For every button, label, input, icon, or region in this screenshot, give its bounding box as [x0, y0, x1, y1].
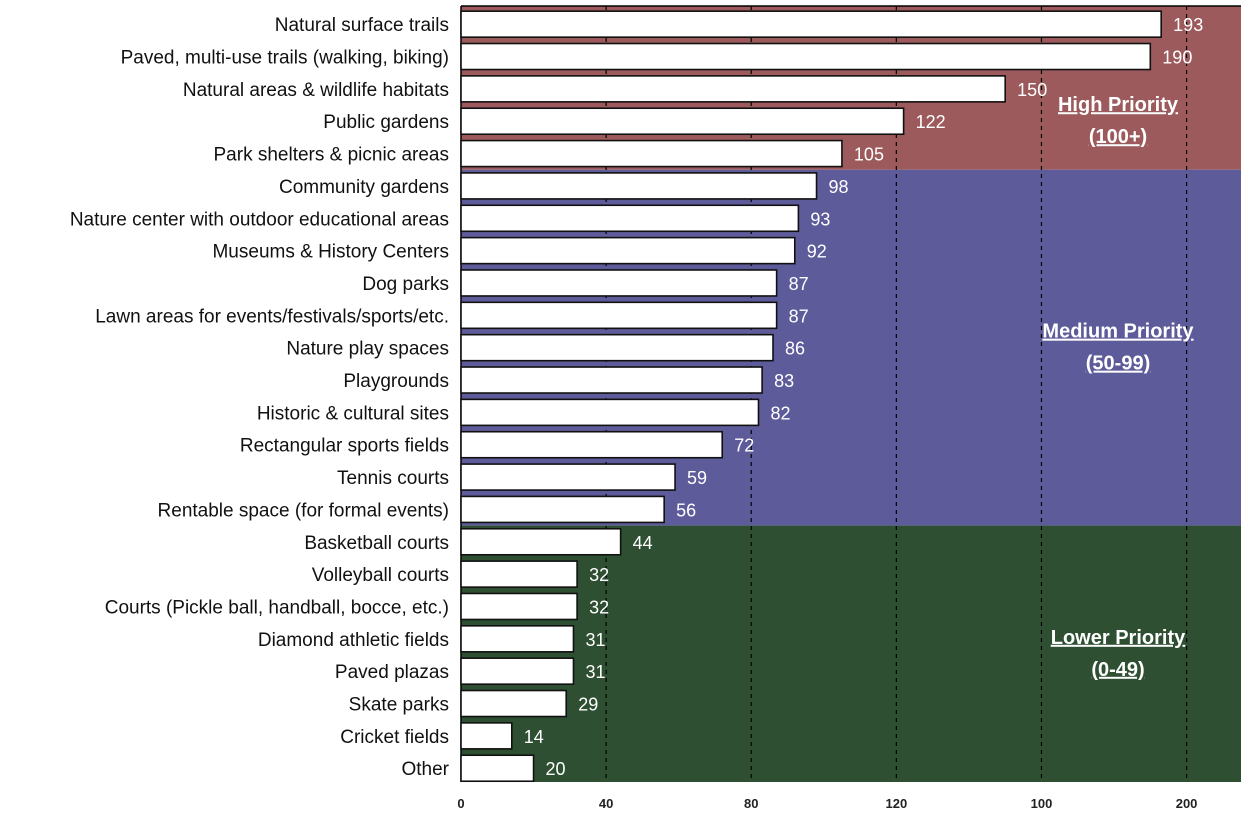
category-label: Park shelters & picnic areas: [214, 145, 450, 166]
value-label: 87: [789, 274, 809, 294]
value-label: 86: [785, 339, 805, 359]
bar: [460, 107, 905, 136]
category-label: Historic & cultural sites: [257, 403, 449, 424]
category-label: Volleyball courts: [312, 565, 449, 586]
bar: [460, 42, 1152, 71]
bar: [460, 333, 774, 362]
category-label: Natural surface trails: [275, 15, 449, 36]
value-label: 122: [916, 112, 946, 132]
x-tick-label: 100: [1031, 796, 1053, 811]
category-label: Nature play spaces: [286, 339, 449, 360]
zone-label-line: High Priority: [1058, 94, 1179, 116]
priority-zone-band: [461, 525, 1241, 782]
x-tick-label: 200: [1176, 796, 1198, 811]
value-label: 83: [774, 371, 794, 391]
category-label: Rentable space (for formal events): [158, 500, 449, 521]
x-tick-label: 0: [457, 796, 464, 811]
bar: [460, 592, 578, 621]
value-label: 44: [633, 533, 653, 553]
category-label: Basketball courts: [304, 533, 449, 554]
grid-lines: [460, 5, 1241, 782]
value-label: 31: [585, 630, 605, 650]
category-label: Paved plazas: [335, 662, 449, 683]
value-label: 32: [589, 597, 609, 617]
category-label: Diamond athletic fields: [258, 630, 449, 651]
bar: [460, 625, 575, 653]
x-tick-label: 40: [599, 796, 613, 811]
category-label: Community gardens: [279, 177, 449, 198]
value-label: 98: [829, 177, 849, 197]
value-label: 190: [1162, 48, 1192, 68]
bar: [460, 75, 1006, 103]
category-label: Skate parks: [349, 695, 449, 716]
category-label: Dog parks: [362, 274, 449, 295]
value-label: 72: [734, 436, 754, 456]
value-label: 193: [1173, 15, 1203, 35]
value-label: 14: [524, 727, 544, 747]
category-label: Tennis courts: [337, 468, 449, 489]
category-labels: Natural surface trails Paved, multi-use t…: [70, 15, 450, 780]
bar: [460, 560, 578, 588]
category-label: Other: [401, 759, 449, 780]
bar: [460, 366, 763, 394]
bar: [460, 430, 724, 459]
zone-label-line: Medium Priority: [1042, 321, 1194, 343]
bar: [460, 139, 843, 168]
bar: [460, 301, 778, 330]
value-label: 93: [810, 209, 830, 229]
bar: [460, 754, 535, 783]
bar: [460, 10, 1162, 38]
bar: [460, 269, 778, 297]
zone-label-line: Lower Priority: [1051, 627, 1186, 649]
zone-label-line: (0-49): [1091, 659, 1144, 681]
category-label: Public gardens: [323, 112, 449, 133]
category-label: Playgrounds: [343, 371, 449, 392]
category-label: Museums & History Centers: [212, 242, 449, 263]
zone-label-line: (50-99): [1086, 353, 1150, 375]
x-tick-label: 120: [885, 796, 907, 811]
bar: [460, 398, 760, 427]
value-label: 82: [770, 403, 790, 423]
zone-labels: High Priority (100+) Medium Priority (50-99…: [1042, 94, 1194, 681]
value-label: 59: [687, 468, 707, 488]
category-label: Rectangular sports fields: [240, 436, 449, 457]
bar: [460, 495, 665, 524]
bar: [460, 689, 568, 718]
bar: [460, 236, 796, 265]
bar: [460, 722, 513, 750]
bars: [460, 10, 1162, 783]
zone-label-line: (100+): [1089, 126, 1147, 148]
bar: [460, 527, 622, 556]
value-label: 150: [1017, 80, 1047, 100]
value-label: 32: [589, 565, 609, 585]
category-label: Lawn areas for events/festivals/sports/e…: [95, 306, 449, 327]
value-label: 29: [578, 695, 598, 715]
value-label: 105: [854, 145, 884, 165]
value-label: 31: [585, 662, 605, 682]
value-label: 20: [546, 759, 566, 779]
category-label: Paved, multi-use trails (walking, biking…: [121, 48, 449, 69]
category-label: Courts (Pickle ball, handball, bocce, et…: [105, 597, 449, 618]
bar: [460, 657, 575, 685]
x-tick-label: 80: [744, 796, 758, 811]
value-label: 92: [807, 242, 827, 262]
value-label: 56: [676, 500, 696, 520]
bar: [460, 172, 818, 200]
category-label: Cricket fields: [340, 727, 449, 748]
bar: [460, 204, 800, 233]
category-label: Natural areas & wildlife habitats: [183, 80, 449, 101]
category-label: Nature center with outdoor educational a…: [70, 209, 449, 230]
x-axis-tick-labels: 0 40 80 120 100 200: [457, 796, 1197, 811]
value-label: 87: [789, 306, 809, 326]
bar: [460, 463, 676, 491]
